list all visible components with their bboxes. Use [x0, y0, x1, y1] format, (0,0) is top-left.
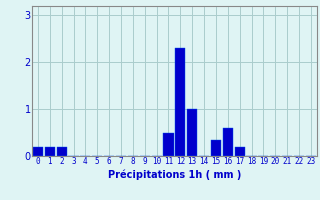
- Bar: [45, 147, 55, 156]
- Bar: [164, 133, 173, 156]
- Bar: [57, 147, 67, 156]
- Bar: [33, 147, 43, 156]
- Bar: [235, 147, 245, 156]
- Bar: [223, 128, 233, 156]
- Bar: [175, 48, 185, 156]
- X-axis label: Précipitations 1h ( mm ): Précipitations 1h ( mm ): [108, 169, 241, 180]
- Bar: [211, 140, 221, 156]
- Bar: [187, 109, 197, 156]
